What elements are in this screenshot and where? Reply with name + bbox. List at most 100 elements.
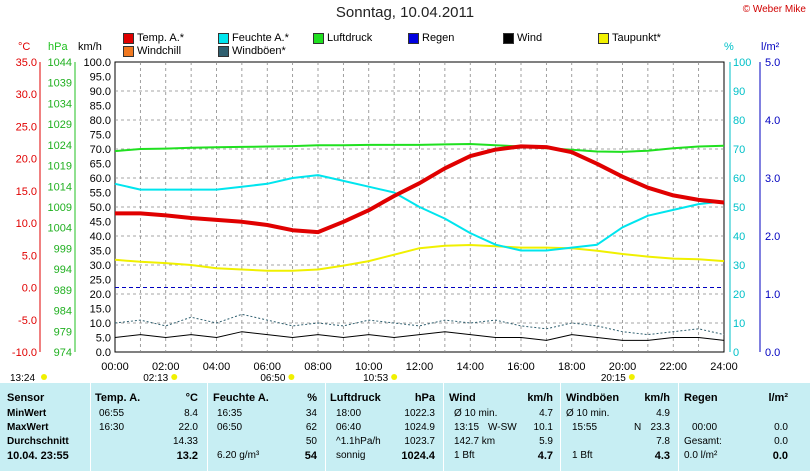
x-tick-label: 22:00 bbox=[659, 361, 687, 373]
humidity-tick-label: 90 bbox=[733, 86, 745, 98]
event-marker-dot bbox=[628, 374, 635, 380]
series-taupunkt bbox=[114, 244, 725, 272]
temp-tick-label: 10.0 bbox=[16, 218, 37, 230]
x-tick-label: 02:00 bbox=[152, 361, 180, 373]
wind-tick-label: 65.0 bbox=[90, 159, 111, 171]
wind-tick-label: 15.0 bbox=[90, 304, 111, 316]
x-tick-label: 20:00 bbox=[609, 361, 637, 373]
wind-tick-label: 30.0 bbox=[90, 260, 111, 272]
wind-tick-label: 75.0 bbox=[90, 130, 111, 142]
wind-tick-label: 50.0 bbox=[90, 202, 111, 214]
pressure-tick-label: 1024 bbox=[48, 140, 72, 152]
table-header: Sensor Temp. A. °C Feuchte A. % Luftdruc… bbox=[7, 392, 788, 404]
humidity-tick-label: 0 bbox=[733, 347, 739, 359]
table-row: Durchschnitt 14.33 50 ^1.1hPa/h 1023.7 1… bbox=[7, 436, 788, 447]
event-marker-dot bbox=[391, 374, 398, 380]
humidity-tick-label: 70 bbox=[733, 144, 745, 156]
temp-tick-label: 30.0 bbox=[16, 89, 37, 101]
pressure-tick-label: 984 bbox=[54, 306, 72, 318]
event-marker-label: 06:50 bbox=[260, 373, 285, 383]
table-row: MaxWert 16:30 22.0 06:50 62 06:40 1024.9… bbox=[7, 422, 788, 433]
legend-humidity: Feuchte A.* bbox=[218, 32, 289, 44]
wind-tick-label: 45.0 bbox=[90, 217, 111, 229]
temp-tick-label: 0.0 bbox=[22, 283, 37, 295]
pressure-tick-label: 999 bbox=[54, 243, 72, 255]
event-marker-label: 20:15 bbox=[601, 373, 626, 383]
temp-tick-label: -10.0 bbox=[12, 347, 37, 359]
series-temp-a bbox=[115, 144, 725, 235]
legend-windchill: Windchill bbox=[123, 45, 181, 57]
credit-label: © Weber Mike bbox=[742, 4, 806, 15]
weather-chart: 35.0 30.0 25.0 20.0 15.0 10.0 5.0 0.0 -5.0 -10.0 1… bbox=[10, 57, 780, 383]
rain-tick-label: 3.0 bbox=[765, 173, 780, 185]
statistics-table: Sensor Temp. A. °C Feuchte A. % Luftdruc… bbox=[0, 383, 810, 471]
tick-labels: 35.0 30.0 25.0 20.0 15.0 10.0 5.0 0.0 -5.0 -10.0 1… bbox=[12, 57, 780, 373]
event-marker-label: 02:13 bbox=[143, 373, 168, 383]
humidity-tick-label: 80 bbox=[733, 115, 745, 127]
series-wind bbox=[114, 331, 725, 341]
temp-tick-label: 5.0 bbox=[22, 250, 37, 262]
wind-tick-label: 0.0 bbox=[96, 347, 111, 359]
series-layer bbox=[114, 143, 725, 341]
x-tick-label: 14:00 bbox=[456, 361, 484, 373]
temp-tick-label: 25.0 bbox=[16, 121, 37, 133]
rain-tick-label: 5.0 bbox=[765, 57, 780, 69]
humidity-tick-label: 20 bbox=[733, 289, 745, 301]
temp-tick-label: -5.0 bbox=[18, 315, 37, 327]
wind-tick-label: 10.0 bbox=[90, 318, 111, 330]
wind-tick-label: 35.0 bbox=[90, 246, 111, 258]
x-tick-label: 10:00 bbox=[355, 361, 383, 373]
pressure-tick-label: 1029 bbox=[48, 119, 72, 131]
pressure-tick-label: 1004 bbox=[48, 223, 72, 235]
series-windb-en bbox=[114, 313, 725, 336]
legend-wind: Wind bbox=[503, 32, 542, 44]
pressure-tick-label: 1009 bbox=[48, 202, 72, 214]
unit-rain: l/m² bbox=[761, 41, 780, 53]
humidity-tick-label: 60 bbox=[733, 173, 745, 185]
series-feuchte-a bbox=[114, 174, 725, 252]
axes bbox=[39, 62, 761, 352]
pressure-tick-label: 1044 bbox=[48, 57, 72, 69]
chart-title: Sonntag, 10.04.2011 bbox=[335, 4, 475, 21]
humidity-tick-label: 40 bbox=[733, 231, 745, 243]
wind-tick-label: 100.0 bbox=[83, 57, 111, 69]
x-tick-label: 16:00 bbox=[507, 361, 535, 373]
x-tick-label: 24:00 bbox=[710, 361, 738, 373]
wind-tick-label: 70.0 bbox=[90, 144, 111, 156]
humidity-tick-label: 100 bbox=[733, 57, 751, 69]
temp-tick-label: 35.0 bbox=[16, 57, 37, 69]
rain-tick-label: 0.0 bbox=[765, 347, 780, 359]
legend-gusts: Windböen* bbox=[218, 45, 286, 57]
temp-tick-label: 20.0 bbox=[16, 154, 37, 166]
event-marker-dot bbox=[288, 374, 295, 380]
x-tick-label: 04:00 bbox=[203, 361, 231, 373]
pressure-tick-label: 979 bbox=[54, 326, 72, 338]
wind-tick-label: 80.0 bbox=[90, 115, 111, 127]
wind-tick-label: 55.0 bbox=[90, 188, 111, 200]
wind-tick-label: 85.0 bbox=[90, 101, 111, 113]
rain-tick-label: 2.0 bbox=[765, 231, 780, 243]
rain-tick-label: 1.0 bbox=[765, 289, 780, 301]
legend-rain: Regen bbox=[408, 32, 454, 44]
pressure-tick-label: 994 bbox=[54, 264, 72, 276]
legend-temp: Temp. A.* bbox=[123, 32, 184, 44]
rain-tick-label: 4.0 bbox=[765, 115, 780, 127]
table-row-current: 10.04. 23:55 13.2 6.20 g/m³ 54 sonnig 10… bbox=[7, 450, 788, 462]
x-tick-label: 00:00 bbox=[101, 361, 129, 373]
pressure-tick-label: 989 bbox=[54, 285, 72, 297]
table-row: MinWert 06:55 8.4 16:35 34 18:00 1022.3 … bbox=[7, 408, 670, 419]
unit-pressure: hPa bbox=[48, 41, 68, 53]
unit-humidity: % bbox=[724, 41, 734, 53]
humidity-tick-label: 50 bbox=[733, 202, 745, 214]
pressure-tick-label: 1034 bbox=[48, 98, 72, 110]
x-tick-label: 12:00 bbox=[406, 361, 434, 373]
event-marker-dot bbox=[41, 374, 47, 380]
unit-temp: °C bbox=[18, 41, 31, 53]
x-tick-label: 06:00 bbox=[253, 361, 281, 373]
pressure-tick-label: 1014 bbox=[48, 181, 72, 193]
x-tick-label: 08:00 bbox=[304, 361, 332, 373]
event-marker-label: 10:53 bbox=[363, 373, 388, 383]
wind-tick-label: 90.0 bbox=[90, 86, 111, 98]
wind-tick-label: 60.0 bbox=[90, 173, 111, 185]
wind-tick-label: 40.0 bbox=[90, 231, 111, 243]
